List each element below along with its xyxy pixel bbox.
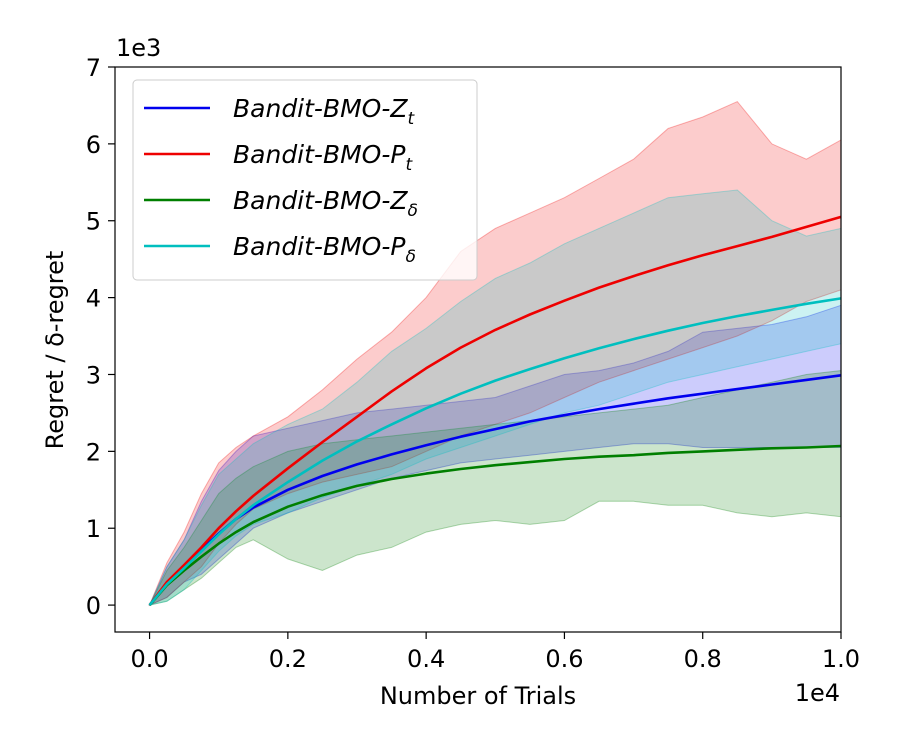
x-axis-label: Number of Trials (380, 682, 576, 710)
y-axis-ticks: 0 1 2 3 4 5 6 7 (86, 54, 115, 620)
y-axis-label: Regret / δ-regret (41, 251, 69, 450)
bandit-bmo-p-delta-line (148, 297, 842, 606)
legend-box (132, 79, 478, 281)
y-tick-label: 3 (86, 361, 101, 389)
y-tick-label: 5 (86, 208, 101, 236)
y-axis-multiplier: 1e3 (116, 34, 161, 62)
x-tick-label: 0.4 (407, 645, 445, 673)
series-lines (148, 215, 842, 606)
x-tick-label: 1.0 (822, 645, 860, 673)
plot-frame (114, 66, 842, 633)
x-tick-label: 0.2 (269, 645, 307, 673)
x-axis-multiplier: 1e4 (795, 679, 840, 707)
confidence-bands (148, 100, 842, 607)
bandit-bmo-z-delta-line (148, 444, 842, 606)
x-tick-label: 0.6 (545, 645, 583, 673)
y-tick-label: 7 (86, 54, 101, 82)
y-tick-label: 0 (86, 592, 101, 620)
legend: Bandit-BMO-ZtBandit-BMO-PtBandit-BMO-ZδB… (132, 79, 478, 281)
y-tick-label: 1 (86, 515, 101, 543)
bandit-bmo-p-t-line (148, 215, 842, 606)
y-tick-label: 4 (86, 285, 101, 313)
x-tick-label: 0.0 (130, 645, 168, 673)
y-tick-label: 2 (86, 438, 101, 466)
x-axis-ticks: 0.0 0.2 0.4 0.6 0.8 1.0 (130, 632, 860, 673)
x-tick-label: 0.8 (684, 645, 722, 673)
y-tick-label: 6 (86, 131, 101, 159)
